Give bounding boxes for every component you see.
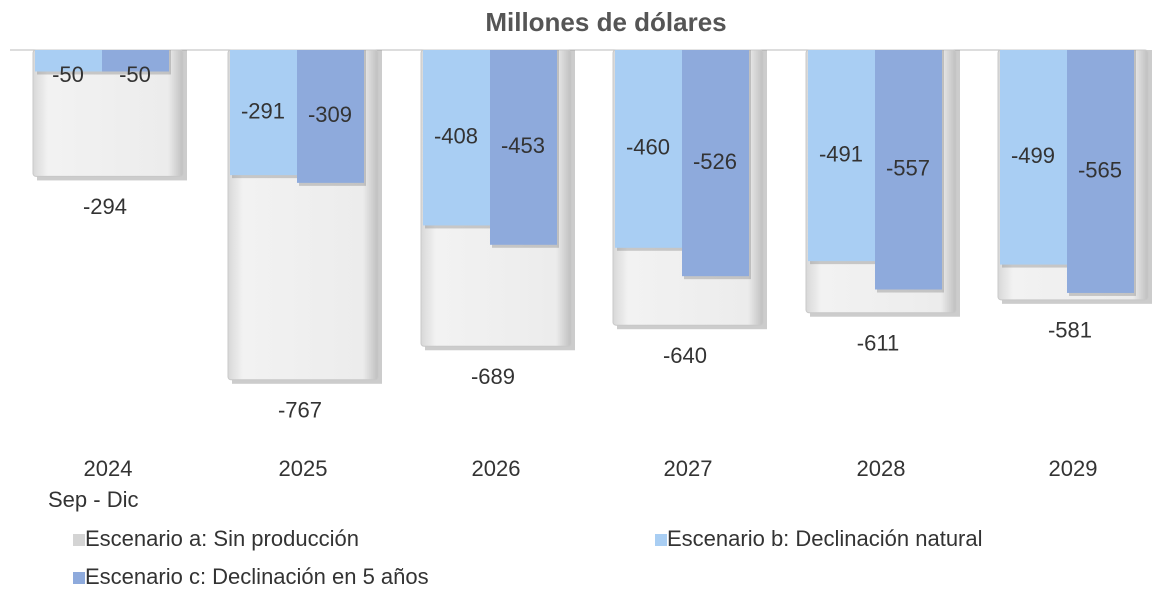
data-label: -640 bbox=[663, 343, 707, 368]
data-label: -460 bbox=[626, 135, 670, 160]
data-label: -408 bbox=[434, 124, 478, 149]
data-label: -291 bbox=[241, 98, 285, 123]
data-label: -581 bbox=[1048, 318, 1092, 343]
data-label: -565 bbox=[1078, 157, 1122, 182]
bar bbox=[102, 50, 169, 72]
legend-swatch bbox=[655, 534, 667, 546]
data-label: -453 bbox=[501, 133, 545, 158]
data-label: -294 bbox=[83, 194, 127, 219]
x-tick-label: 2027 bbox=[664, 456, 713, 481]
x-tick-label: 2025 bbox=[279, 456, 328, 481]
chart-title: Millones de dólares bbox=[485, 7, 726, 37]
data-label: -767 bbox=[278, 398, 322, 423]
legend-label: Escenario b: Declinación natural bbox=[667, 526, 983, 551]
data-label: -689 bbox=[471, 364, 515, 389]
bar bbox=[230, 50, 297, 176]
data-label: -309 bbox=[308, 102, 352, 127]
x-tick-label: 2024 bbox=[84, 456, 133, 481]
data-label: -491 bbox=[819, 141, 863, 166]
legend-swatch bbox=[73, 534, 85, 546]
bar bbox=[875, 50, 942, 290]
bar bbox=[1000, 50, 1067, 265]
category-note: Sep - Dic bbox=[48, 487, 138, 512]
data-label: -50 bbox=[52, 62, 84, 87]
x-tick-label: 2028 bbox=[857, 456, 906, 481]
data-label: -557 bbox=[886, 156, 930, 181]
legend-label: Escenario a: Sin producción bbox=[85, 526, 359, 551]
bar bbox=[1067, 50, 1134, 293]
bar bbox=[423, 50, 490, 226]
data-label: -50 bbox=[119, 62, 151, 87]
data-label: -499 bbox=[1011, 143, 1055, 168]
x-tick-label: 2026 bbox=[472, 456, 521, 481]
legend-label: Escenario c: Declinación en 5 años bbox=[85, 564, 429, 589]
bar bbox=[35, 50, 102, 72]
bar bbox=[490, 50, 557, 245]
bar bbox=[808, 50, 875, 262]
bar bbox=[682, 50, 749, 277]
data-label: -611 bbox=[857, 331, 899, 356]
bar bbox=[297, 50, 364, 183]
x-tick-label: 2029 bbox=[1049, 456, 1098, 481]
bar bbox=[615, 50, 682, 248]
data-label: -526 bbox=[693, 149, 737, 174]
legend-swatch bbox=[73, 572, 85, 584]
